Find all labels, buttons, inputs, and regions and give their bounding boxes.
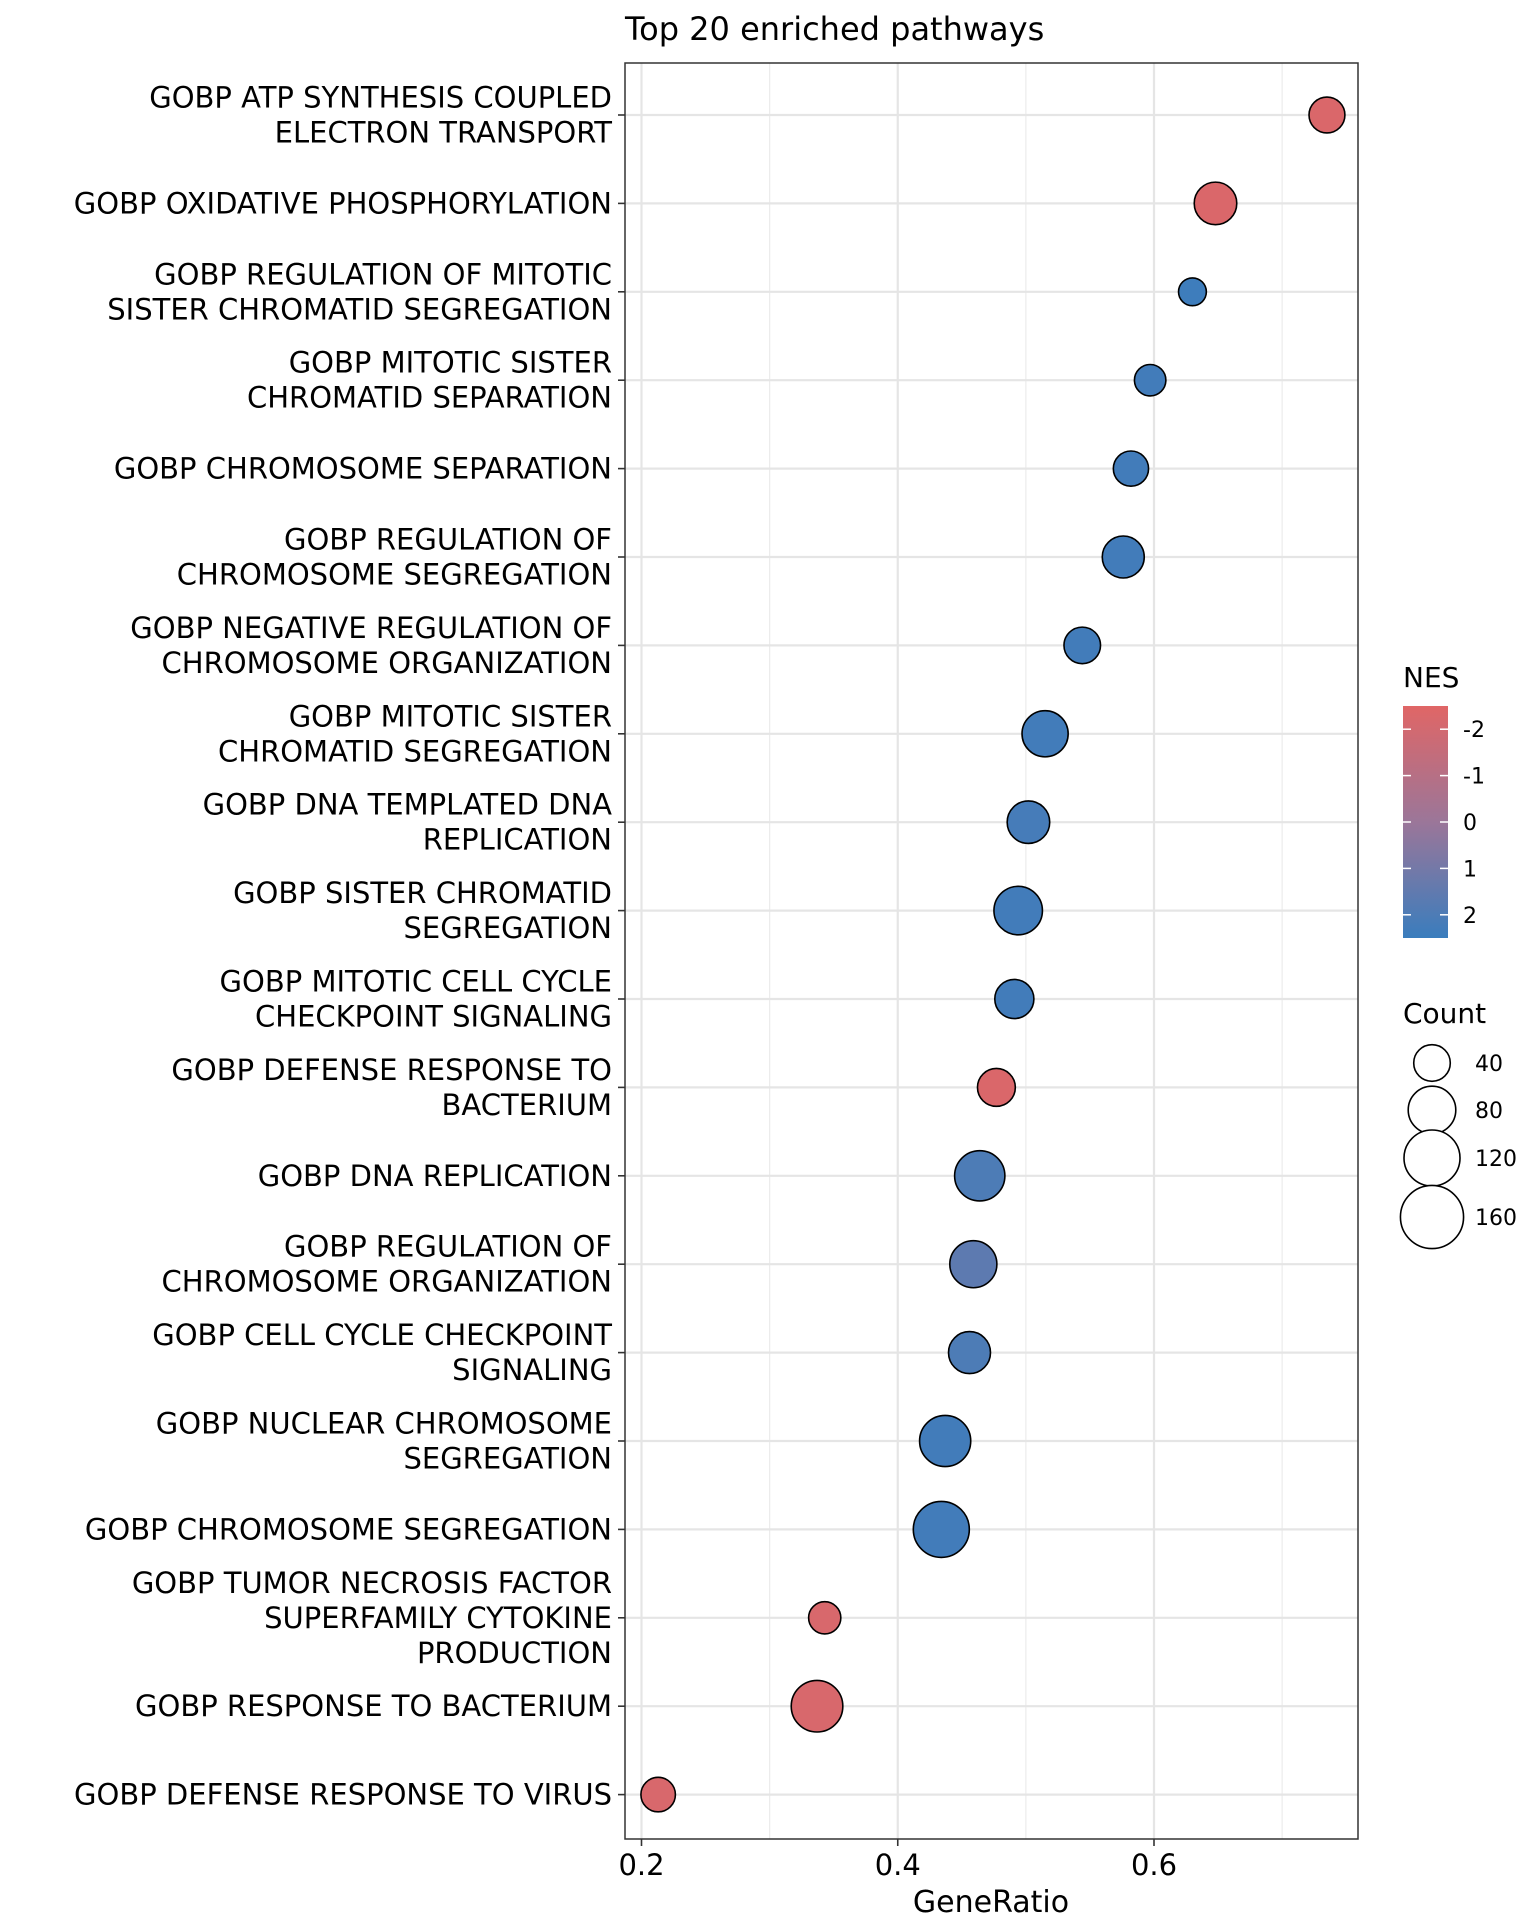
y-tick-label: SEGREGATION	[403, 911, 612, 945]
y-tick-label: GOBP NUCLEAR CHROMOSOME	[156, 1407, 612, 1441]
y-tick-label: SIGNALING	[452, 1353, 612, 1387]
x-tick-label: 0.4	[875, 1848, 921, 1882]
y-tick-label: ELECTRON TRANSPORT	[275, 116, 613, 150]
data-point	[807, 1600, 842, 1635]
data-point	[1021, 709, 1069, 758]
size-legend-label: 120	[1475, 1147, 1517, 1172]
plot-border	[624, 62, 1359, 1840]
y-tick-label: SISTER CHROMATID SEGREGATION	[107, 292, 612, 326]
chart-title: Top 20 enriched pathways	[624, 10, 1044, 48]
size-legend-label: 80	[1475, 1099, 1503, 1124]
size-legend-label: 160	[1475, 1206, 1517, 1231]
y-tick-label: GOBP OXIDATIVE PHOSPHORYLATION	[74, 186, 612, 220]
y-tick-label: CHROMOSOME ORGANIZATION	[162, 646, 612, 680]
y-tick-label: CHROMATID SEGREGATION	[218, 734, 612, 768]
data-point	[976, 1067, 1017, 1108]
y-tick-label: CHROMOSOME ORGANIZATION	[162, 1265, 612, 1299]
y-tick-label: GOBP MITOTIC SISTER	[289, 346, 612, 380]
y-tick-label: GOBP MITOTIC CELL CYCLE	[220, 965, 612, 999]
x-axis: 0.2 0.4 0.6	[618, 1839, 1177, 1882]
y-tick-label: GOBP ATP SYNTHESIS COUPLED	[149, 81, 612, 115]
data-point	[1006, 800, 1051, 845]
data-point	[912, 1500, 971, 1559]
data-point	[640, 1776, 677, 1813]
y-tick-label: GOBP MITOTIC SISTER	[289, 699, 612, 733]
count-legend-title: Count	[1403, 997, 1486, 1030]
data-point	[1177, 277, 1208, 307]
data-point	[993, 885, 1044, 936]
y-tick-label: GOBP TUMOR NECROSIS FACTOR	[132, 1566, 612, 1600]
y-tick-label: SUPERFAMILY CYTOKINE	[264, 1601, 612, 1635]
y-tick-label: CHROMOSOME SEGREGATION	[177, 558, 612, 592]
data-point	[1308, 96, 1346, 134]
data-points	[640, 96, 1346, 1813]
colorbar-tick-label: -2	[1463, 718, 1485, 743]
y-tick-label: GOBP REGULATION OF	[284, 523, 612, 557]
y-tick-label: GOBP DEFENSE RESPONSE TO VIRUS	[74, 1778, 612, 1812]
size-legend-label: 40	[1475, 1052, 1503, 1077]
y-tick-label: BACTERIUM	[442, 1088, 612, 1122]
data-point	[1063, 626, 1102, 665]
y-tick-label: GOBP NEGATIVE REGULATION OF	[130, 611, 612, 645]
data-point	[947, 1330, 992, 1375]
y-tick-label: CHECKPOINT SIGNALING	[255, 1000, 612, 1034]
data-point	[948, 1239, 998, 1289]
y-tick-label: REPLICATION	[423, 823, 612, 857]
y-tick-label: SEGREGATION	[403, 1442, 612, 1476]
y-tick-label: GOBP DNA REPLICATION	[258, 1159, 612, 1193]
data-point	[918, 1414, 972, 1468]
size-legend-circle	[1407, 1085, 1457, 1135]
y-tick-label: GOBP REGULATION OF MITOTIC	[154, 257, 612, 291]
y-tick-label: GOBP RESPONSE TO BACTERIUM	[135, 1689, 612, 1723]
colorbar-tick-label: -1	[1463, 765, 1485, 790]
count-size-legend: Count 40 80 120 160	[1399, 997, 1517, 1250]
nes-color-legend: NES -2 -1 0 1 2	[1403, 661, 1485, 938]
size-legend-circle	[1412, 1043, 1452, 1083]
nes-legend-title: NES	[1403, 661, 1459, 694]
size-legend-circle	[1399, 1184, 1465, 1250]
x-tick-label: 0.2	[618, 1848, 664, 1882]
y-tick-label: GOBP DNA TEMPLATED DNA	[203, 788, 613, 822]
data-point	[993, 978, 1035, 1020]
y-tick-label: GOBP REGULATION OF	[284, 1230, 612, 1264]
data-point	[790, 1679, 844, 1733]
data-point	[1193, 181, 1238, 226]
colorbar-tick-label: 1	[1463, 857, 1477, 882]
data-point	[1112, 450, 1150, 488]
y-tick-label: GOBP CHROMOSOME SEGREGATION	[85, 1512, 612, 1546]
y-tick-label: GOBP DEFENSE RESPONSE TO	[171, 1053, 612, 1087]
y-tick-label: CHROMATID SEPARATION	[247, 381, 612, 415]
x-tick-label: 0.6	[1131, 1848, 1177, 1882]
data-point	[1101, 535, 1146, 579]
y-tick-label: GOBP CELL CYCLE CHECKPOINT	[152, 1318, 612, 1352]
y-tick-label: GOBP SISTER CHROMATID	[233, 876, 612, 910]
size-legend-circle	[1403, 1129, 1461, 1187]
plot-panel	[625, 63, 1358, 1839]
x-axis-label: GeneRatio	[913, 1885, 1069, 1920]
y-tick-label: GOBP CHROMOSOME SEPARATION	[114, 452, 612, 486]
y-tick-label: PRODUCTION	[417, 1636, 612, 1670]
colorbar-tick-label: 0	[1463, 811, 1477, 836]
colorbar-tick-label: 2	[1463, 904, 1477, 929]
data-point	[1133, 363, 1167, 397]
data-point	[953, 1149, 1006, 1202]
